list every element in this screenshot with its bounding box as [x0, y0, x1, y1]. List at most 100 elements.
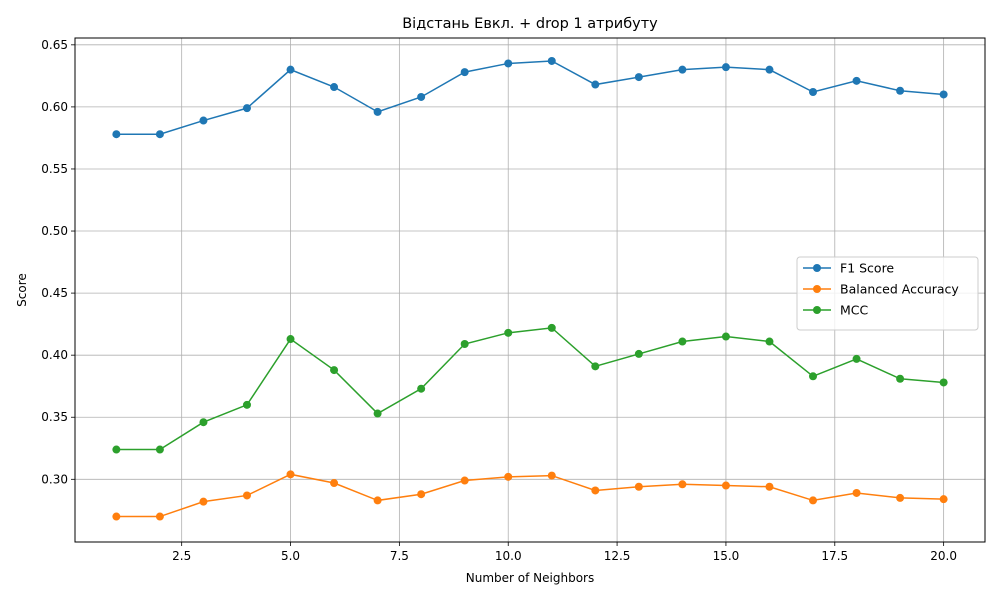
y-tick-label: 0.30	[41, 472, 68, 486]
series-line	[116, 473, 944, 518]
series-mcc	[112, 323, 948, 454]
y-tick-label: 0.35	[41, 410, 68, 424]
data-point	[155, 445, 164, 454]
data-point	[678, 65, 687, 74]
data-point	[242, 104, 251, 113]
series-balanced-accuracy	[112, 470, 948, 521]
series-line	[116, 60, 944, 135]
data-point	[417, 384, 426, 393]
data-point	[504, 472, 513, 481]
legend-marker	[813, 306, 821, 314]
x-tick-label: 12.5	[604, 549, 631, 563]
series-f1-score	[112, 56, 948, 139]
chart-title: Відстань Евкл. + drop 1 атрибуту	[402, 16, 658, 32]
data-point	[199, 116, 208, 125]
legend-item: Balanced Accuracy	[803, 282, 959, 297]
legend-label: MCC	[840, 303, 869, 318]
y-tick-label: 0.45	[41, 286, 68, 300]
data-point	[809, 88, 818, 96]
legend-item: F1 Score	[803, 261, 894, 276]
x-tick-label: 7.5	[390, 549, 409, 563]
data-point	[852, 354, 861, 363]
data-point	[199, 418, 208, 427]
data-point	[721, 332, 730, 341]
data-point	[330, 83, 339, 92]
data-point	[417, 92, 426, 101]
data-point	[809, 372, 818, 381]
x-tick-label: 10.0	[495, 549, 522, 563]
data-point	[373, 107, 382, 116]
data-point	[634, 349, 643, 358]
grid	[75, 38, 985, 542]
series-line	[116, 327, 944, 451]
data-point	[547, 471, 556, 480]
legend-marker	[813, 264, 821, 272]
data-point	[330, 479, 339, 488]
data-point	[634, 73, 643, 82]
data-point	[939, 90, 948, 99]
data-point	[896, 493, 905, 502]
x-tick-label: 2.5	[172, 549, 191, 563]
legend: F1 Score Balanced Accuracy MCC	[796, 256, 979, 331]
data-point	[112, 512, 121, 521]
data-point	[591, 362, 600, 371]
legend-items: F1 Score Balanced Accuracy MCC	[803, 261, 959, 318]
data-point	[460, 476, 469, 485]
x-tick-label: 5.0	[281, 549, 300, 563]
y-tick-label: 0.50	[41, 224, 68, 238]
data-point	[765, 337, 774, 346]
y-tick-label: 0.40	[41, 348, 68, 362]
data-point	[242, 400, 251, 409]
x-tick-label: 20.0	[930, 549, 957, 563]
data-point	[765, 482, 774, 491]
data-point	[460, 340, 469, 348]
data-point	[330, 366, 339, 375]
data-point	[155, 512, 164, 521]
x-tick-label: 15.0	[713, 549, 740, 563]
data-point	[373, 409, 382, 418]
data-point	[591, 80, 600, 89]
legend-label: Balanced Accuracy	[840, 282, 959, 297]
y-tick-label: 0.60	[41, 100, 68, 114]
legend-item: MCC	[803, 303, 869, 318]
y-tick-label: 0.55	[41, 162, 68, 176]
data-point	[112, 130, 121, 139]
data-point	[504, 59, 513, 68]
data-point	[809, 496, 818, 505]
data-point	[112, 445, 121, 454]
data-point	[155, 130, 164, 139]
data-point	[504, 328, 513, 337]
y-axis-label: Score	[15, 273, 29, 307]
data-point	[852, 488, 861, 497]
data-point	[896, 374, 905, 383]
plot-frame	[74, 37, 986, 543]
data-point	[242, 491, 251, 500]
x-tick-label: 17.5	[821, 549, 848, 563]
axis-ticks: 2.5 5.0 7.5 10.0 12.5 15.0 17.5 20.0 0.30 0.35 0.4…	[41, 38, 957, 563]
data-point	[939, 495, 948, 504]
data-point	[417, 490, 426, 499]
legend-label: F1 Score	[840, 261, 894, 276]
x-axis-label: Number of Neighbors	[466, 571, 594, 585]
data-point	[460, 68, 469, 77]
data-point	[721, 63, 730, 72]
data-point	[721, 481, 730, 490]
y-tick-label: 0.65	[41, 38, 68, 52]
data-point	[286, 65, 295, 74]
data-point	[896, 86, 905, 95]
data-point	[765, 65, 774, 74]
data-point	[286, 335, 295, 344]
data-point	[373, 496, 382, 505]
data-point	[547, 323, 556, 332]
data-point	[286, 470, 295, 479]
legend-marker	[813, 285, 821, 293]
data-point	[939, 378, 948, 387]
data-point	[547, 56, 556, 65]
legend-box	[796, 256, 979, 331]
data-point	[852, 76, 861, 85]
series-layer	[112, 56, 948, 521]
data-point	[678, 480, 687, 489]
data-point	[199, 497, 208, 506]
data-point	[591, 486, 600, 495]
